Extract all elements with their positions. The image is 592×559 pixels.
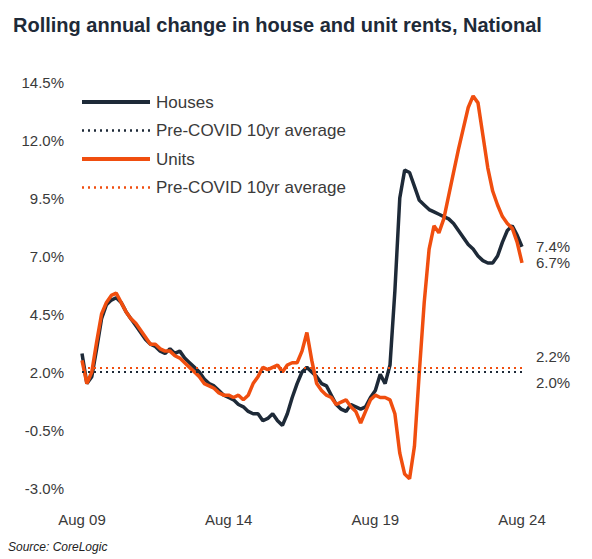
svg-text:2.0%: 2.0% <box>536 374 570 391</box>
svg-text:Aug 19: Aug 19 <box>352 511 400 528</box>
svg-text:7.4%: 7.4% <box>536 238 570 255</box>
svg-text:7.0%: 7.0% <box>30 248 64 265</box>
svg-text:-3.0%: -3.0% <box>25 480 64 497</box>
svg-text:Houses: Houses <box>156 93 214 112</box>
svg-text:14.5%: 14.5% <box>21 74 64 91</box>
svg-text:2.2%: 2.2% <box>536 348 570 365</box>
svg-text:Rolling annual change in house: Rolling annual change in house and unit … <box>13 14 542 36</box>
svg-text:2.0%: 2.0% <box>30 364 64 381</box>
svg-text:12.0%: 12.0% <box>21 132 64 149</box>
svg-text:Pre-COVID 10yr average: Pre-COVID 10yr average <box>156 178 346 197</box>
svg-text:Aug 14: Aug 14 <box>205 511 253 528</box>
svg-text:-0.5%: -0.5% <box>25 422 64 439</box>
svg-text:6.7%: 6.7% <box>536 254 570 271</box>
svg-text:Source: CoreLogic: Source: CoreLogic <box>8 540 107 554</box>
svg-text:Units: Units <box>156 150 195 169</box>
svg-text:9.5%: 9.5% <box>30 190 64 207</box>
svg-text:4.5%: 4.5% <box>30 306 64 323</box>
svg-text:Pre-COVID 10yr average: Pre-COVID 10yr average <box>156 121 346 140</box>
svg-text:Aug 24: Aug 24 <box>498 511 546 528</box>
svg-text:Aug 09: Aug 09 <box>58 511 106 528</box>
